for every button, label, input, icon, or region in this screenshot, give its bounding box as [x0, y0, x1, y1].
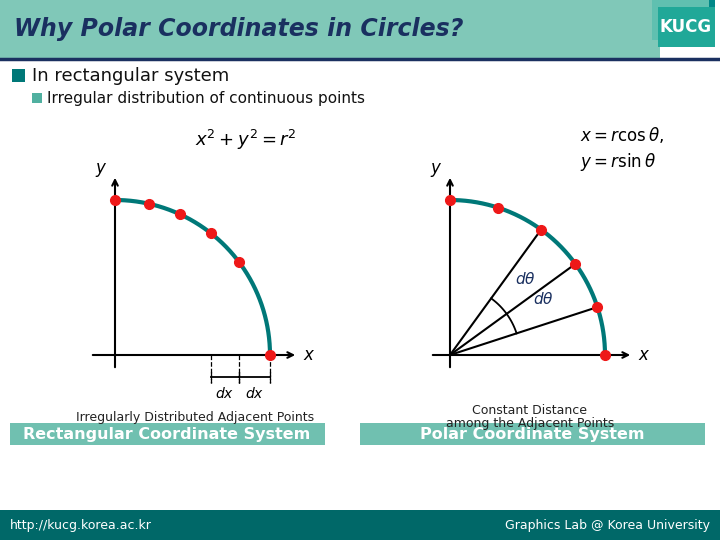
- Text: Irregular distribution of continuous points: Irregular distribution of continuous poi…: [47, 91, 365, 105]
- Bar: [0, 510, 720, 540]
- Bar: [652, 0, 709, 40]
- Text: Rectangular Coordinate System: Rectangular Coordinate System: [23, 427, 310, 442]
- Text: Why Polar Coordinates in Circles?: Why Polar Coordinates in Circles?: [14, 17, 464, 41]
- Text: $x^2 + y^2 = r^2$: $x^2 + y^2 = r^2$: [195, 128, 297, 152]
- Text: $d\theta$: $d\theta$: [516, 271, 536, 287]
- Text: $x$: $x$: [303, 346, 315, 364]
- Text: $x$: $x$: [638, 346, 650, 364]
- Text: Constant Distance: Constant Distance: [472, 403, 588, 416]
- Bar: [0, 0, 660, 58]
- Text: $y$: $y$: [95, 161, 107, 179]
- Bar: [10, 423, 325, 445]
- Bar: [12, 69, 25, 82]
- Text: Graphics Lab @ Korea University: Graphics Lab @ Korea University: [505, 518, 710, 531]
- Bar: [658, 7, 715, 47]
- Text: $dx$: $dx$: [245, 386, 264, 401]
- Text: http://kucg.korea.ac.kr: http://kucg.korea.ac.kr: [10, 518, 152, 531]
- Text: In rectangular system: In rectangular system: [32, 67, 229, 85]
- Text: $x = r\cos\theta,$: $x = r\cos\theta,$: [580, 125, 664, 145]
- Text: $d\theta$: $d\theta$: [534, 291, 554, 307]
- Text: $y = r\sin\theta$: $y = r\sin\theta$: [580, 151, 656, 173]
- Text: KUCG: KUCG: [660, 18, 712, 36]
- Text: among the Adjacent Points: among the Adjacent Points: [446, 417, 614, 430]
- Bar: [658, 0, 715, 46]
- Text: $dx$: $dx$: [215, 386, 235, 401]
- Bar: [32, 93, 42, 103]
- Bar: [360, 423, 705, 445]
- Text: Polar Coordinate System: Polar Coordinate System: [420, 427, 644, 442]
- Text: Irregularly Distributed Adjacent Points: Irregularly Distributed Adjacent Points: [76, 411, 314, 424]
- Text: $y$: $y$: [430, 161, 442, 179]
